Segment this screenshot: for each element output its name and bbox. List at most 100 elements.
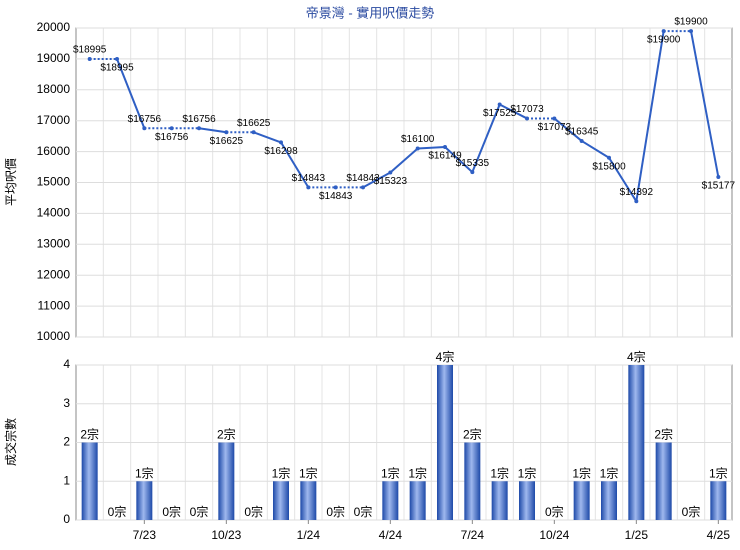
data-label: $18995 — [73, 45, 107, 56]
line-segment — [635, 30, 665, 202]
y-tick-label: 2 — [63, 435, 70, 449]
y-tick-label: 11000 — [38, 298, 71, 312]
data-label: 1宗 — [299, 465, 318, 480]
bar — [136, 481, 153, 520]
data-label: $16756 — [128, 114, 162, 125]
data-label: $16345 — [565, 127, 599, 138]
y-tick-label: 15000 — [37, 175, 71, 189]
y-tick-label: 10000 — [37, 329, 71, 343]
line-segment — [116, 58, 146, 129]
point — [197, 126, 201, 131]
y-axis-label: 平均呎價 — [4, 158, 18, 206]
data-label: $19900 — [647, 35, 681, 46]
bar — [491, 481, 508, 520]
point — [661, 29, 666, 34]
line-segment — [444, 146, 474, 173]
bar — [464, 442, 481, 520]
point — [142, 126, 147, 131]
bar — [273, 481, 289, 520]
data-label: $16298 — [264, 146, 298, 157]
x-tick-label: 10/24 — [539, 528, 569, 542]
data-label: 1宗 — [600, 465, 619, 480]
bar — [409, 481, 426, 520]
line-segment — [471, 104, 501, 173]
point — [388, 170, 393, 175]
point — [415, 146, 420, 151]
data-label: 2宗 — [654, 427, 673, 442]
y-tick-label: 12000 — [37, 267, 71, 281]
point — [115, 57, 119, 62]
data-label: 0宗 — [354, 504, 373, 519]
x-tick-label: 4/25 — [707, 528, 731, 542]
data-label: $16100 — [401, 134, 435, 145]
data-label: 1宗 — [272, 465, 291, 480]
data-label: 4宗 — [627, 349, 646, 364]
y-tick-label: 20000 — [37, 20, 71, 34]
y-tick-label: 0 — [63, 512, 70, 526]
data-label: $15323 — [374, 176, 408, 187]
point — [333, 185, 338, 190]
x-tick-label: 7/24 — [461, 528, 485, 542]
data-label: 1宗 — [408, 465, 427, 480]
point — [251, 130, 256, 135]
y-tick-label: 16000 — [37, 144, 71, 158]
line-segment — [362, 171, 391, 189]
y-tick-label: 19000 — [37, 51, 71, 65]
data-label: 0宗 — [244, 504, 263, 519]
point — [552, 116, 557, 121]
point — [279, 140, 283, 145]
y-tick-label: 17000 — [37, 113, 71, 127]
data-label: 1宗 — [572, 465, 591, 480]
data-label: $17073 — [510, 104, 544, 115]
data-label: $14392 — [620, 187, 654, 198]
y-tick-label: 3 — [63, 396, 70, 410]
data-label: $15800 — [592, 161, 626, 172]
point — [607, 155, 611, 160]
y-tick-label: 18000 — [37, 82, 71, 96]
data-label: 1宗 — [381, 465, 400, 480]
bar — [437, 365, 453, 520]
data-label: 1宗 — [518, 465, 537, 480]
point — [224, 130, 229, 135]
data-label: 0宗 — [682, 504, 701, 519]
point — [579, 138, 584, 143]
point — [87, 57, 92, 62]
point — [634, 199, 639, 204]
point — [689, 29, 693, 34]
y-tick-label: 1 — [63, 473, 70, 487]
point — [716, 175, 721, 180]
data-label: $17525 — [483, 108, 517, 119]
data-label: $16149 — [428, 151, 462, 162]
y-axis-label: 成交宗數 — [3, 418, 18, 466]
data-label: $16756 — [182, 114, 216, 125]
data-label: $17073 — [538, 122, 572, 133]
line-segment — [253, 131, 282, 144]
point — [443, 144, 447, 149]
data-label: $19900 — [674, 17, 708, 28]
x-tick-label: 1/24 — [297, 528, 321, 542]
data-label: $16625 — [237, 118, 271, 129]
data-label: 1宗 — [135, 465, 154, 480]
bar — [519, 481, 535, 520]
line-segment — [690, 30, 720, 178]
data-label: 0宗 — [190, 504, 209, 519]
data-label: 2宗 — [80, 427, 99, 442]
line-segment — [280, 141, 310, 188]
line-segment — [581, 140, 610, 159]
line-segment — [499, 103, 528, 120]
data-label: $16756 — [155, 132, 189, 143]
line-segment — [198, 127, 227, 134]
chart-title: 帝景灣 - 實用呎價走勢 — [306, 5, 435, 20]
data-label: 0宗 — [545, 504, 564, 519]
data-label: 2宗 — [217, 427, 236, 442]
bar — [710, 481, 727, 520]
y-tick-label: 13000 — [37, 236, 71, 250]
bar — [601, 481, 617, 520]
bar — [573, 481, 590, 520]
bar — [628, 365, 645, 520]
data-label: 1宗 — [709, 465, 728, 480]
data-label: $15335 — [456, 158, 490, 169]
data-label: 4宗 — [436, 349, 455, 364]
line-segment — [608, 157, 638, 202]
